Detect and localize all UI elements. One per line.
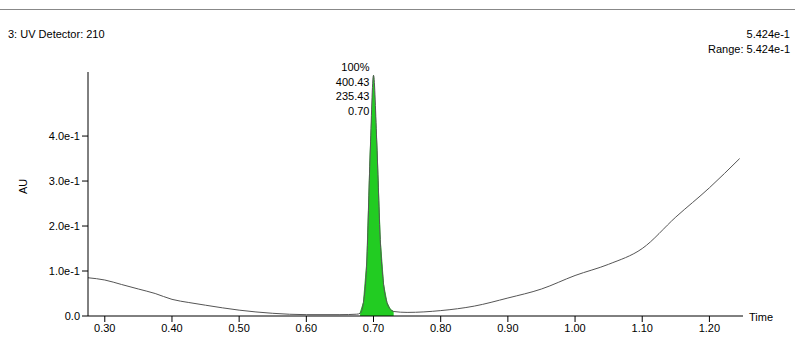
svg-text:1.10: 1.10 [632, 322, 653, 334]
svg-text:0.0: 0.0 [65, 310, 80, 322]
svg-text:0.70: 0.70 [348, 105, 369, 117]
html-text:Range: 5.424e-1: Range: 5.424e-1 [708, 43, 790, 55]
html-text:5.424e-1: 5.424e-1 [746, 28, 790, 40]
svg-text:2.0e-1: 2.0e-1 [49, 220, 80, 232]
svg-text:0.80: 0.80 [430, 322, 451, 334]
svg-text:1.00: 1.00 [564, 322, 585, 334]
svg-text:4.0e-1: 4.0e-1 [49, 130, 80, 142]
svg-text:0.60: 0.60 [296, 322, 317, 334]
svg-text:100%: 100% [341, 61, 369, 73]
svg-text:0.30: 0.30 [94, 322, 115, 334]
svg-text:0.50: 0.50 [228, 322, 249, 334]
svg-text:400.43: 400.43 [336, 76, 370, 88]
svg-text:Time: Time [749, 311, 773, 323]
svg-text:1.20: 1.20 [699, 322, 720, 334]
svg-text:0.90: 0.90 [497, 322, 518, 334]
html-text:3: UV Detector: 210: 3: UV Detector: 210 [8, 28, 105, 40]
svg-text:0.70: 0.70 [363, 322, 384, 334]
svg-text:1.0e-1: 1.0e-1 [49, 265, 80, 277]
svg-text:3.0e-1: 3.0e-1 [49, 175, 80, 187]
svg-text:235.43: 235.43 [336, 90, 370, 102]
svg-text:AU: AU [17, 179, 29, 194]
svg-text:0.40: 0.40 [161, 322, 182, 334]
